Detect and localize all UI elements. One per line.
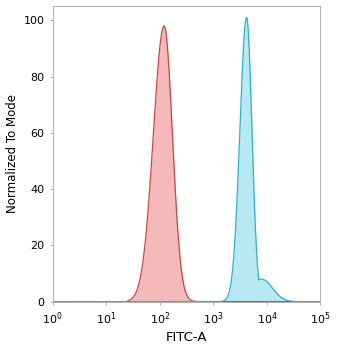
Y-axis label: Normalized To Mode: Normalized To Mode xyxy=(6,94,19,214)
X-axis label: FITC-A: FITC-A xyxy=(166,331,207,344)
